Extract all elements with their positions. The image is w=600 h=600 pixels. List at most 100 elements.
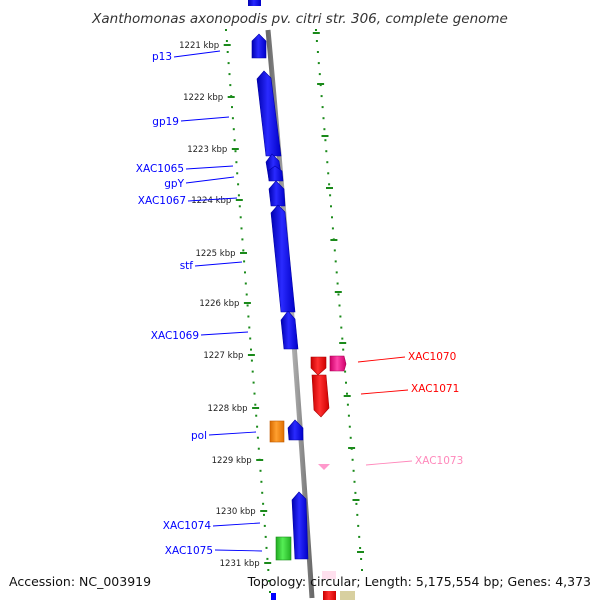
ring-dot-outer xyxy=(334,260,337,263)
scale-tick-outer xyxy=(330,239,338,241)
accession-text: Accession: NC_003919 xyxy=(9,574,151,589)
scale-ticks: 1221 kbp 1222 kbp 1223 kbp 1224 kbp 1225 kbp… xyxy=(179,32,364,569)
leader-xac1074 xyxy=(212,522,261,527)
ring-dot-outer xyxy=(336,282,339,285)
gene-gpy[interactable] xyxy=(267,165,284,182)
ring-dot-inner xyxy=(261,491,264,494)
label-xac1074: XAC1074 xyxy=(163,520,212,532)
leader-gpy xyxy=(185,176,235,184)
label-xac1065: XAC1065 xyxy=(136,163,184,175)
gene-xac1070[interactable] xyxy=(310,356,327,376)
scale-tick-label: 1222 kbp xyxy=(183,93,223,103)
ring-dot-inner xyxy=(251,370,254,373)
label-pol: pol xyxy=(191,430,207,442)
scale-tick xyxy=(223,44,231,46)
ring-dot-outer xyxy=(320,95,323,98)
ring-dot-inner xyxy=(234,150,237,153)
ring-dot-inner xyxy=(238,205,241,208)
ring-dot-outer xyxy=(361,569,363,571)
scale-tick-outer xyxy=(317,83,325,85)
ring-dot-inner xyxy=(242,249,245,252)
ring-dot-outer xyxy=(321,106,324,109)
gene-xac1069[interactable] xyxy=(280,310,299,350)
ring-dot-inner xyxy=(236,172,239,175)
label-xac1069: XAC1069 xyxy=(151,330,199,342)
label-p13: p13 xyxy=(152,51,172,63)
ring-dot-inner xyxy=(254,403,257,406)
gene-xac1074[interactable] xyxy=(291,491,309,560)
ring-dot-inner xyxy=(227,62,230,65)
ring-dot-outer xyxy=(330,205,332,208)
label-xac1070: XAC1070 xyxy=(408,351,456,363)
ring-dot-inner xyxy=(267,569,270,571)
gene-stf[interactable] xyxy=(270,204,296,313)
ring-dot-inner xyxy=(269,591,271,593)
ring-dot-outer xyxy=(345,381,347,384)
leader-xac1067 xyxy=(187,197,238,202)
ring-dot-outer xyxy=(328,183,331,186)
gene-partial-bottom-blue xyxy=(271,593,276,600)
label-gp19: gp19 xyxy=(152,116,179,128)
gene-pol[interactable] xyxy=(287,419,304,441)
ring-dot-inner xyxy=(260,480,263,483)
gene-p13[interactable] xyxy=(251,33,267,59)
ring-dot-outer xyxy=(319,84,322,87)
ring-dot-inner xyxy=(257,447,260,450)
ring-dot-outer xyxy=(353,480,356,483)
ring-dot-inner xyxy=(225,40,228,42)
scale-tick-label: 1227 kbp xyxy=(203,351,243,361)
ring-dot-inner xyxy=(244,282,247,285)
gene-xac1075[interactable] xyxy=(275,536,292,561)
ring-dot-inner xyxy=(232,128,235,131)
gene-partial-bottom-red xyxy=(323,591,336,600)
tick-dot-rings xyxy=(225,29,363,593)
ring-dot-inner xyxy=(240,227,243,230)
ring-dot-outer xyxy=(327,172,330,175)
ring-dot-inner xyxy=(256,425,259,428)
ring-dot-outer xyxy=(335,271,338,274)
ring-dot-outer xyxy=(317,62,320,65)
scale-tick-label: 1224 kbp xyxy=(191,196,231,206)
scale-tick xyxy=(227,96,235,98)
gene-xac1071[interactable] xyxy=(311,374,330,418)
scale-tick-outer xyxy=(334,291,342,293)
ring-dot-outer xyxy=(338,304,341,307)
ring-dot-outer xyxy=(356,513,359,516)
ring-dot-outer xyxy=(315,40,318,42)
ring-dot-inner xyxy=(248,326,251,329)
scale-tick xyxy=(243,302,251,304)
gene-xac1067[interactable] xyxy=(268,180,286,207)
leader-p13 xyxy=(173,50,221,58)
ring-dot-inner xyxy=(241,238,244,241)
label-xac1067: XAC1067 xyxy=(138,195,186,207)
scale-tick-outer xyxy=(348,447,356,449)
ring-dot-inner xyxy=(229,84,232,87)
ring-dot-outer xyxy=(357,524,360,527)
gene-xac1073[interactable] xyxy=(318,464,330,470)
leader-pol xyxy=(208,431,257,436)
label-xac1073: XAC1073 xyxy=(415,455,463,467)
leader-xac1069 xyxy=(200,331,249,336)
ring-dot-inner xyxy=(247,315,250,318)
ring-dot-outer xyxy=(348,425,351,428)
gene-gp19[interactable] xyxy=(256,70,282,157)
ring-dot-outer xyxy=(358,535,361,538)
gene-magenta[interactable] xyxy=(329,355,347,372)
ring-dot-outer xyxy=(331,227,334,230)
gene-orange[interactable] xyxy=(269,420,285,443)
scale-tick-label: 1229 kbp xyxy=(212,456,252,466)
map-title: Xanthomonas axonopodis pv. citri str. 30… xyxy=(91,11,508,27)
ring-dot-inner xyxy=(233,139,236,142)
leader-xac1065 xyxy=(185,165,234,170)
ring-dot-inner xyxy=(246,304,249,307)
ring-dot-outer xyxy=(324,139,327,142)
ring-dot-inner xyxy=(231,117,234,120)
scale-tick xyxy=(252,407,260,409)
ring-dot-outer xyxy=(342,348,345,351)
scale-tick-label: 1230 kbp xyxy=(216,507,256,517)
ring-dot-outer xyxy=(333,249,336,252)
ring-dot-outer xyxy=(340,326,343,329)
ring-dot-inner xyxy=(252,381,255,384)
ring-dot-outer xyxy=(339,315,342,318)
